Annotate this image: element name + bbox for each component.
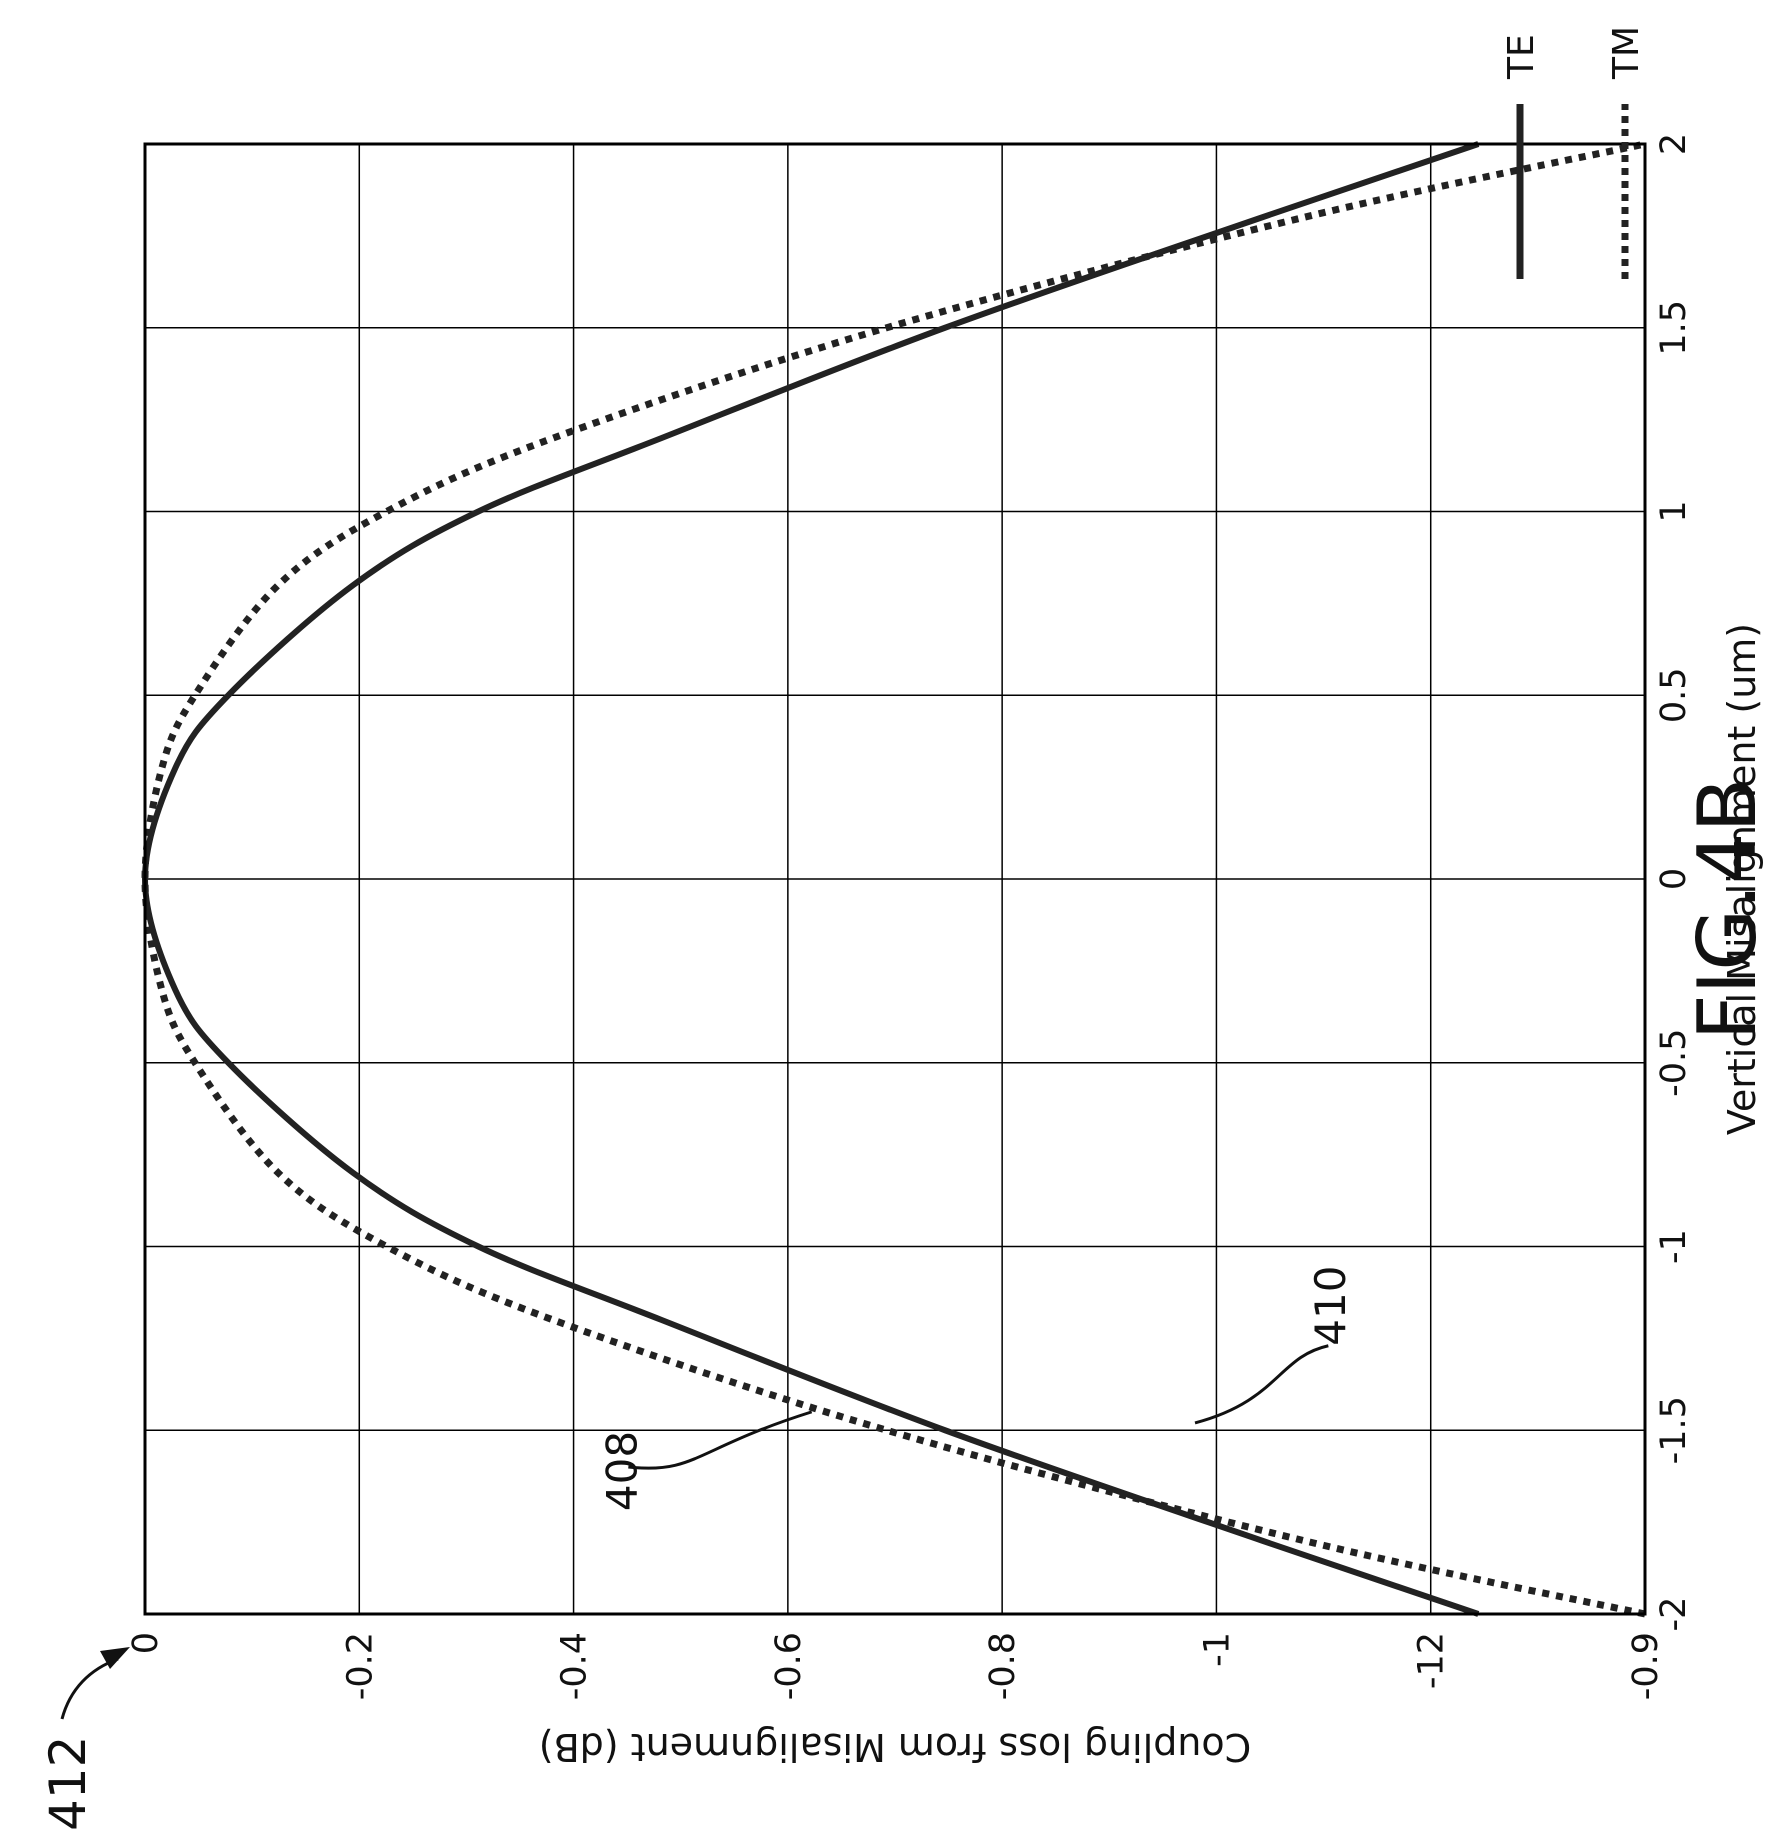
figure-label: FIG.4B — [1681, 778, 1774, 1041]
x-tick-label: 1 — [1654, 500, 1694, 522]
arrowhead-412 — [100, 1647, 130, 1669]
ref-numeral-408: 408 — [598, 1431, 647, 1511]
leader-408 — [628, 1410, 813, 1470]
x-axis-title: Vertical Misalignment (um) — [1720, 623, 1764, 1135]
legend-te-label: TE — [1501, 34, 1542, 80]
x-tick-label: -1 — [1654, 1229, 1694, 1264]
y-tick-label: -0.2 — [340, 1632, 380, 1700]
x-tick-label: 2 — [1654, 133, 1694, 155]
y-tick-label: -0.4 — [555, 1632, 595, 1700]
y-tick-label: -12 — [1412, 1632, 1452, 1689]
y-tick-label: -0.6 — [769, 1632, 809, 1700]
plot-frame — [143, 142, 1647, 1616]
x-tick-labels: -2 -1.5 -1 -0.5 0 0.5 1 1.5 2 — [1654, 133, 1694, 1632]
y-tick-label: -0.8 — [983, 1632, 1023, 1700]
ref-numeral-410: 410 — [1306, 1266, 1355, 1346]
x-tick-label: 0 — [1654, 868, 1694, 890]
grid — [144, 143, 1646, 1615]
x-tick-label: -1.5 — [1654, 1396, 1694, 1464]
ref-numeral-412: 412 — [39, 1736, 97, 1831]
series-line-tm — [141, 140, 1646, 1618]
y-tick-labels: 0 -0.2 -0.4 -0.6 -0.8 -1 -12 -0.9 — [126, 1632, 1666, 1700]
x-tick-label: 1.5 — [1654, 300, 1694, 356]
y-tick-label: -0.9 — [1626, 1632, 1666, 1700]
y-tick-label: 0 — [126, 1632, 166, 1654]
legend-tm-label: TM — [1606, 26, 1647, 80]
x-tick-label: -2 — [1654, 1597, 1694, 1632]
leader-410 — [1194, 1344, 1329, 1425]
x-tick-label: -0.5 — [1654, 1029, 1694, 1097]
y-axis-title: Coupling loss from Misalignment (dB) — [539, 1725, 1251, 1769]
x-tick-label: 0.5 — [1654, 667, 1694, 723]
y-tick-label: -1 — [1197, 1632, 1237, 1667]
legend: TE TM — [1501, 26, 1647, 279]
